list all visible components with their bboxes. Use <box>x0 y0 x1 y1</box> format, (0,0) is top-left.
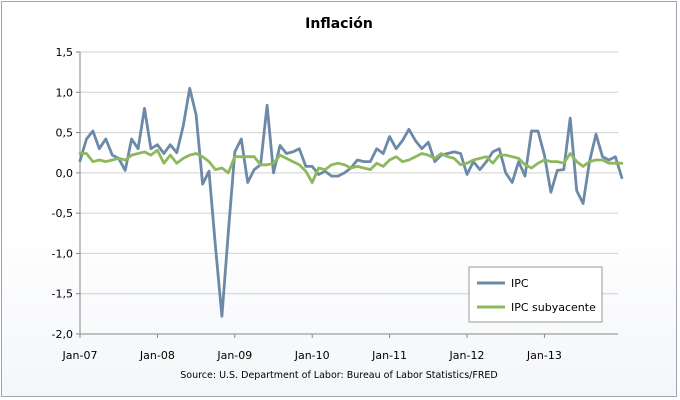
x-tick-label: Jan-09 <box>216 349 252 362</box>
series-line-ipc-subyacente <box>78 148 624 184</box>
y-tick-label: -1,5 <box>52 288 73 301</box>
y-tick-label: 0,5 <box>56 127 74 140</box>
x-tick-label: Jan-07 <box>62 349 98 362</box>
chart-source: Source: U.S. Department of Labor: Bureau… <box>180 370 498 381</box>
x-tick-label: Jan-11 <box>371 349 407 362</box>
series-lines <box>78 86 624 318</box>
chart-title: Inflación <box>305 16 373 32</box>
y-tick-label: 1,5 <box>56 46 74 59</box>
y-tick-label: -2,0 <box>52 328 73 341</box>
legend-label-ipc: IPC <box>511 277 529 290</box>
axes <box>76 51 618 338</box>
x-tick-label: Jan-08 <box>139 349 175 362</box>
legend-label-ipc-subyacente: IPC subyacente <box>511 301 596 314</box>
x-tick-label: Jan-13 <box>526 349 562 362</box>
y-tick-label: 1,0 <box>56 86 74 99</box>
x-tick-labels: Jan-07 Jan-08 Jan-09 Jan-10 Jan-11 Jan-12 Jan-… <box>62 349 562 362</box>
y-tick-label: -0,5 <box>52 207 73 220</box>
gridlines <box>80 51 618 335</box>
legend: IPC IPC subyacente <box>468 266 603 323</box>
y-tick-label: 0,0 <box>56 167 74 180</box>
y-tick-labels: 1,5 1,0 0,5 0,0 -0,5 -1,0 -1,5 -2,0 <box>52 46 73 341</box>
x-tick-label: Jan-10 <box>294 349 330 362</box>
y-tick-label: -1,0 <box>52 247 73 260</box>
legend-box <box>468 266 603 323</box>
x-tick-label: Jan-12 <box>449 349 485 362</box>
